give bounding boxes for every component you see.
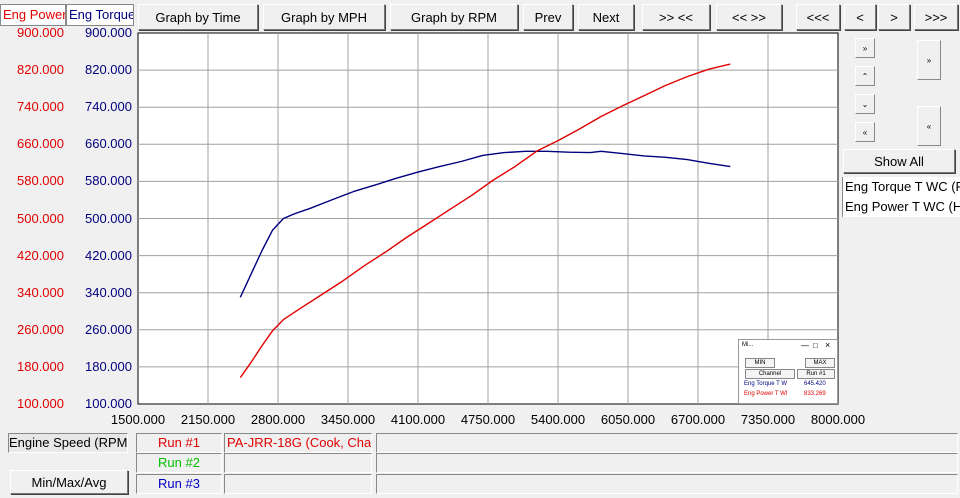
minmax-row-torque-value: 645.420 bbox=[804, 381, 826, 387]
minmax-window[interactable]: Mi... — □ × MIN MAX Channel Run #1 Eng T… bbox=[738, 339, 838, 404]
torque-y-tick-label: 180.000 bbox=[85, 358, 132, 374]
torque-y-tick-label: 660.000 bbox=[85, 136, 132, 152]
zoom-in-button[interactable]: >> << bbox=[642, 4, 710, 30]
zoom-out-button[interactable]: << >> bbox=[716, 4, 782, 30]
power-y-tick-label: 740.000 bbox=[17, 99, 64, 115]
graph-by-time-button[interactable]: Graph by Time bbox=[138, 4, 258, 30]
minmax-row-power-value: 833.269 bbox=[804, 391, 826, 397]
torque-y-tick-label: 500.000 bbox=[85, 210, 132, 226]
legend-item-torque[interactable]: Eng Torque T WC (FtLb) bbox=[842, 177, 960, 197]
minimize-icon[interactable]: — bbox=[801, 341, 809, 350]
power-y-tick-label: 580.000 bbox=[17, 173, 64, 189]
torque-y-tick-label: 260.000 bbox=[85, 321, 132, 337]
run-2-notes bbox=[376, 453, 958, 473]
run-3-description bbox=[224, 474, 372, 494]
prev-button[interactable]: Prev bbox=[523, 4, 573, 30]
minmax-window-title: Mi... bbox=[742, 342, 754, 348]
next-button[interactable]: Next bbox=[578, 4, 634, 30]
run-column-header: Run #1 bbox=[797, 369, 835, 379]
x-tick-label: 3450.000 bbox=[321, 412, 375, 427]
close-icon[interactable]: × bbox=[825, 340, 831, 350]
chart-plot: 1500.000 2150.000 2800.000 3450.000 4100.000… bbox=[111, 32, 865, 427]
scale-expand-icon[interactable]: » bbox=[855, 38, 875, 58]
run-1-label[interactable]: Run #1 bbox=[136, 433, 222, 453]
power-series-line bbox=[239, 63, 731, 379]
run-3-label[interactable]: Run #3 bbox=[136, 474, 222, 494]
x-tick-label: 2150.000 bbox=[181, 412, 235, 427]
maximize-icon[interactable]: □ bbox=[813, 341, 818, 350]
channel-column-header: Channel bbox=[745, 369, 795, 379]
scale-up-icon[interactable]: ⌃ bbox=[855, 66, 875, 86]
graph-by-mph-button[interactable]: Graph by MPH bbox=[263, 4, 385, 30]
power-y-tick-label: 100.000 bbox=[17, 396, 64, 411]
torque-y-tick-label: 420.000 bbox=[85, 247, 132, 263]
run-1-description: PA-JRR-18G (Cook, Charles) bbox=[224, 433, 372, 453]
min-toggle[interactable]: MIN bbox=[745, 358, 775, 368]
x-tick-label: 6700.000 bbox=[671, 412, 725, 427]
x-tick-label: 1500.000 bbox=[111, 412, 165, 427]
power-y-tick-label: 900.000 bbox=[17, 25, 64, 40]
torque-series-line bbox=[239, 150, 731, 298]
scroll-left-button[interactable]: < bbox=[844, 4, 876, 30]
offset-compress-icon[interactable]: « bbox=[917, 106, 941, 146]
x-channel-field[interactable]: Engine Speed (RPM) bbox=[8, 433, 128, 453]
minmax-row-power-channel: Eng Power T WI bbox=[744, 391, 788, 397]
offset-expand-icon[interactable]: » bbox=[917, 40, 941, 80]
graph-by-rpm-button[interactable]: Graph by RPM bbox=[390, 4, 518, 30]
show-all-button[interactable]: Show All bbox=[843, 149, 955, 173]
run-2-label[interactable]: Run #2 bbox=[136, 453, 222, 473]
scale-compress-icon[interactable]: « bbox=[855, 122, 875, 142]
x-tick-label: 6050.000 bbox=[601, 412, 655, 427]
power-y-tick-label: 660.000 bbox=[17, 136, 64, 152]
scroll-last-button[interactable]: >>> bbox=[914, 4, 958, 30]
minmax-row-torque-channel: Eng Torque T W bbox=[744, 381, 788, 387]
run-2-description bbox=[224, 453, 372, 473]
power-y-tick-label: 820.000 bbox=[17, 62, 64, 78]
torque-y-tick-label: 100.000 bbox=[85, 396, 132, 411]
power-y-tick-label: 340.000 bbox=[17, 284, 64, 300]
x-tick-label: 2800.000 bbox=[251, 412, 305, 427]
torque-y-tick-label: 580.000 bbox=[85, 173, 132, 189]
x-tick-label: 4100.000 bbox=[391, 412, 445, 427]
torque-channel-header[interactable]: Eng Torque T WC (FtLb) bbox=[66, 4, 134, 26]
scale-down-icon[interactable]: ⌄ bbox=[855, 94, 875, 114]
torque-y-tick-label: 900.000 bbox=[85, 25, 132, 40]
power-y-tick-label: 420.000 bbox=[17, 247, 64, 263]
power-y-tick-label: 180.000 bbox=[17, 358, 64, 374]
x-tick-label: 7350.000 bbox=[741, 412, 795, 427]
max-toggle[interactable]: MAX bbox=[805, 358, 835, 368]
torque-y-tick-label: 820.000 bbox=[85, 62, 132, 78]
scroll-first-button[interactable]: <<< bbox=[796, 4, 840, 30]
torque-y-tick-label: 340.000 bbox=[85, 284, 132, 300]
power-channel-header[interactable]: Eng Power T WC (HP) bbox=[0, 4, 66, 26]
legend-item-power[interactable]: Eng Power T WC (HP) bbox=[842, 197, 960, 217]
run-3-notes bbox=[376, 474, 958, 494]
power-y-tick-label: 260.000 bbox=[17, 321, 64, 337]
torque-y-tick-label: 740.000 bbox=[85, 99, 132, 115]
x-tick-label: 8000.000 bbox=[811, 412, 865, 427]
scroll-right-button[interactable]: > bbox=[878, 4, 910, 30]
x-tick-label: 4750.000 bbox=[461, 412, 515, 427]
run-1-notes bbox=[376, 433, 958, 453]
power-y-tick-label: 500.000 bbox=[17, 210, 64, 226]
min-max-avg-button[interactable]: Min/Max/Avg bbox=[10, 470, 128, 494]
x-tick-label: 5400.000 bbox=[531, 412, 585, 427]
